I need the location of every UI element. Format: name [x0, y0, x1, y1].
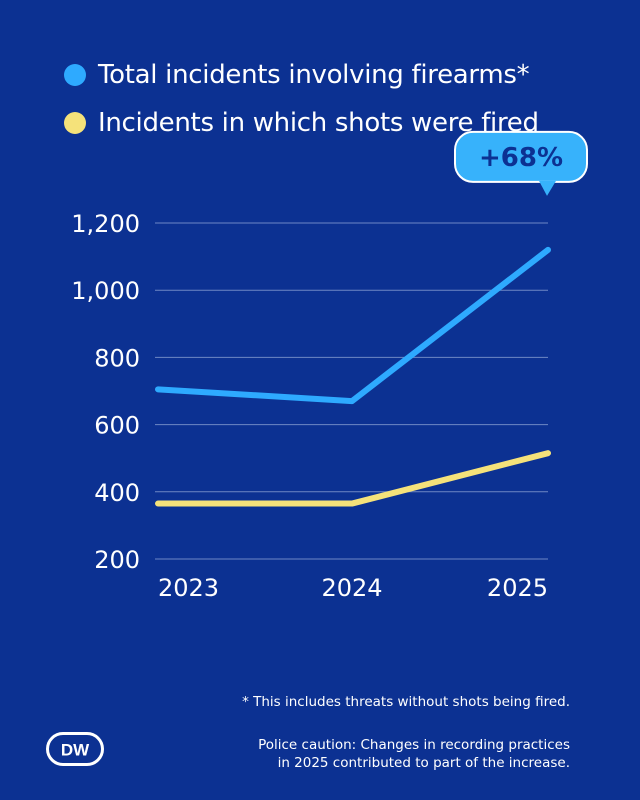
legend: Total incidents involving firearms* Inci… [64, 52, 539, 148]
series-line-1 [155, 450, 551, 507]
y-tick-label: 1,000 [71, 277, 140, 305]
legend-dot-total [64, 64, 86, 86]
y-tick-label: 1,200 [71, 210, 140, 238]
svg-text:DW: DW [61, 741, 90, 760]
legend-item-total: Total incidents involving firearms* [64, 52, 539, 98]
annotation-pointer [539, 180, 556, 196]
x-tick-label: 2024 [321, 574, 382, 602]
x-tick-label: 2023 [158, 574, 219, 602]
y-tick-label: 600 [94, 412, 140, 440]
dw-logo: DW [46, 732, 104, 766]
y-tick-label: 800 [94, 344, 140, 372]
legend-label-total: Total incidents involving firearms* [98, 60, 530, 90]
annotation-box [454, 130, 588, 183]
series-line-0 [155, 246, 551, 405]
caution-line-2: in 2025 contributed to part of the incre… [277, 755, 570, 771]
legend-dot-shots [64, 112, 86, 134]
annotation-bubble: +68% [454, 130, 588, 196]
annotation-label: +68% [479, 143, 563, 173]
x-tick-label: 2025 [487, 574, 548, 602]
footnote: * This includes threats without shots be… [242, 694, 570, 710]
y-tick-label: 400 [94, 479, 140, 507]
caution-line-1: Police caution: Changes in recording pra… [258, 737, 570, 753]
y-tick-label: 200 [94, 546, 140, 574]
police-caution: Police caution: Changes in recording pra… [150, 736, 570, 772]
line-chart: 1,200 1,000 800 600 400 200 2023 2024 2025 +68% [71, 130, 588, 602]
